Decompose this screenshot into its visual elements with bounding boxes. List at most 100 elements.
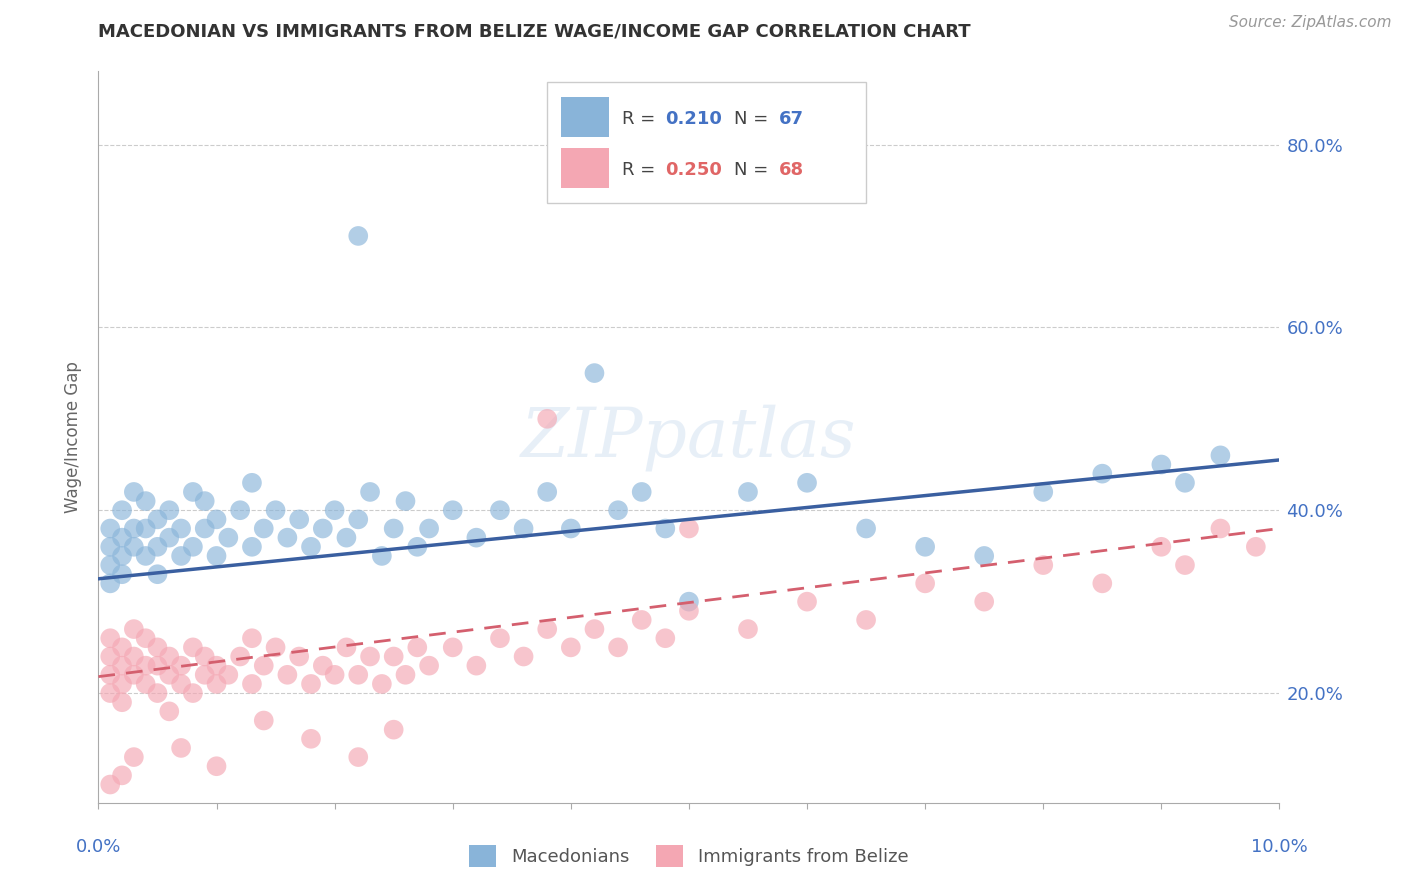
Point	[111, 640, 134, 655]
Point	[973, 594, 995, 608]
Point	[418, 658, 440, 673]
Point	[276, 667, 298, 681]
Point	[205, 658, 228, 673]
Point	[312, 521, 335, 535]
Point	[98, 521, 121, 535]
Point	[382, 521, 405, 535]
Point	[98, 667, 121, 681]
Text: 67: 67	[779, 110, 804, 128]
Point	[678, 594, 700, 608]
Point	[335, 531, 357, 545]
Bar	[561, 148, 609, 188]
Point	[347, 512, 370, 526]
Point	[1209, 521, 1232, 535]
Point	[855, 613, 877, 627]
Text: 68: 68	[779, 161, 804, 179]
Point	[205, 677, 228, 691]
Point	[111, 695, 134, 709]
Point	[1150, 540, 1173, 554]
Point	[737, 485, 759, 500]
Point	[240, 540, 263, 554]
Point	[146, 640, 169, 655]
Point	[205, 549, 228, 563]
Point	[371, 549, 394, 563]
Point	[1032, 558, 1054, 573]
Point	[98, 632, 121, 646]
Point	[122, 649, 145, 664]
Point	[181, 686, 204, 700]
Y-axis label: Wage/Income Gap: Wage/Income Gap	[65, 361, 83, 513]
Point	[441, 503, 464, 517]
Point	[170, 521, 193, 535]
Point	[583, 622, 606, 636]
Point	[122, 521, 145, 535]
Text: R =: R =	[621, 161, 661, 179]
Point	[122, 540, 145, 554]
Point	[229, 503, 252, 517]
Point	[347, 667, 370, 681]
Point	[135, 632, 157, 646]
Point	[489, 632, 512, 646]
Point	[111, 503, 134, 517]
Point	[1150, 458, 1173, 472]
Point	[111, 549, 134, 563]
Text: 0.0%: 0.0%	[76, 838, 121, 856]
Point	[111, 567, 134, 582]
Point	[678, 604, 700, 618]
Text: R =: R =	[621, 110, 661, 128]
Point	[98, 778, 121, 792]
Text: MACEDONIAN VS IMMIGRANTS FROM BELIZE WAGE/INCOME GAP CORRELATION CHART: MACEDONIAN VS IMMIGRANTS FROM BELIZE WAG…	[98, 22, 972, 40]
Point	[240, 677, 263, 691]
Text: ZIPpatlas: ZIPpatlas	[522, 404, 856, 470]
Point	[536, 622, 558, 636]
Point	[335, 640, 357, 655]
Point	[217, 667, 239, 681]
Point	[406, 540, 429, 554]
Point	[157, 667, 180, 681]
Point	[157, 531, 180, 545]
Point	[135, 494, 157, 508]
Point	[394, 494, 416, 508]
Point	[323, 503, 346, 517]
Point	[170, 549, 193, 563]
Point	[347, 750, 370, 764]
Point	[181, 540, 204, 554]
Point	[194, 649, 217, 664]
Point	[1091, 576, 1114, 591]
Point	[654, 632, 676, 646]
Point	[98, 576, 121, 591]
Point	[654, 521, 676, 535]
Point	[536, 412, 558, 426]
Point	[98, 558, 121, 573]
Point	[205, 512, 228, 526]
Point	[560, 521, 582, 535]
Point	[146, 512, 169, 526]
FancyBboxPatch shape	[547, 82, 866, 203]
Point	[135, 677, 157, 691]
Point	[181, 640, 204, 655]
Point	[607, 503, 630, 517]
Point	[630, 485, 652, 500]
Point	[299, 731, 322, 746]
Text: 10.0%: 10.0%	[1251, 838, 1308, 856]
Point	[560, 640, 582, 655]
Point	[217, 531, 239, 545]
Point	[347, 229, 370, 244]
Point	[122, 750, 145, 764]
Point	[135, 549, 157, 563]
Text: N =: N =	[734, 110, 773, 128]
Point	[630, 613, 652, 627]
Point	[253, 658, 276, 673]
Point	[371, 677, 394, 691]
Text: N =: N =	[734, 161, 773, 179]
Point	[253, 714, 276, 728]
Point	[1174, 475, 1197, 490]
Point	[240, 475, 263, 490]
Point	[465, 658, 488, 673]
Point	[111, 531, 134, 545]
Point	[441, 640, 464, 655]
Point	[98, 540, 121, 554]
Point	[1091, 467, 1114, 481]
Point	[111, 658, 134, 673]
Point	[146, 567, 169, 582]
